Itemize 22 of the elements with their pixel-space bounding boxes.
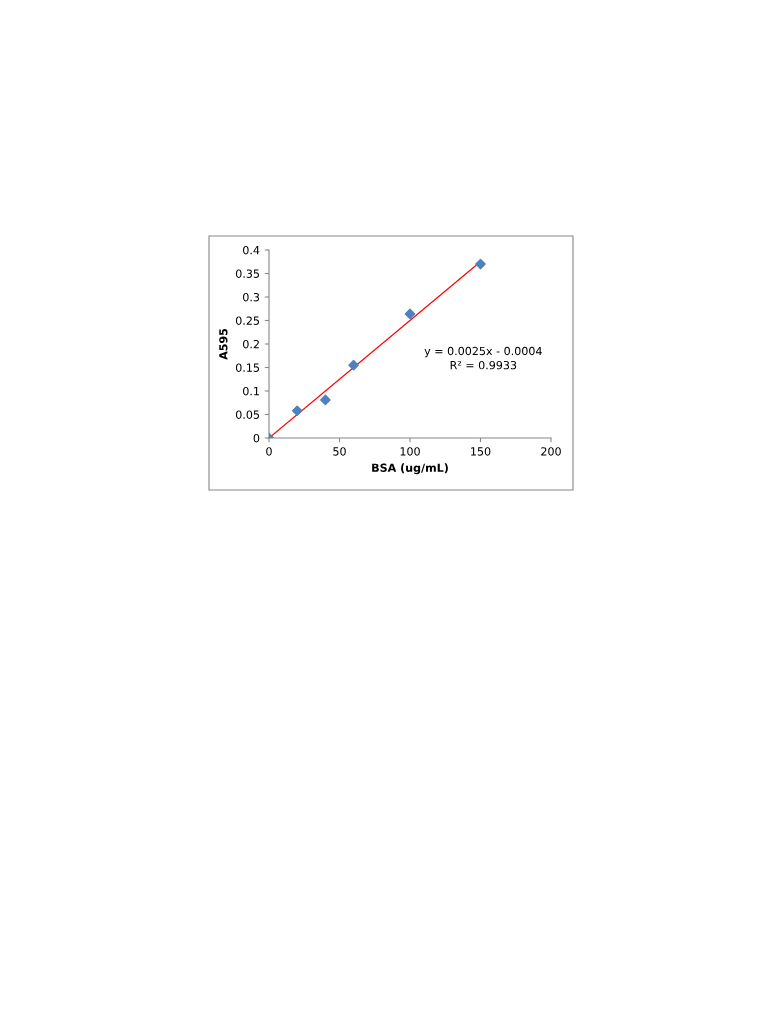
y-tick-label: 0.4 (243, 245, 260, 255)
x-tick-label: 50 (333, 447, 346, 456)
y-axis-title: A595 (219, 328, 228, 360)
y-tick-label: 0.15 (235, 363, 259, 372)
x-tick-label: 200 (541, 447, 561, 456)
y-tick-label: 0 (253, 433, 260, 443)
x-axis-title: BSA (ug/mL) (372, 463, 448, 475)
annotation: y = 0.0025x - 0.0004 R² = 0.9933 (424, 346, 542, 370)
y-tick-label: 0.2 (243, 339, 259, 349)
y-tick-label: 0.35 (235, 269, 259, 278)
y-tick-label: 0.3 (243, 292, 260, 302)
point (320, 394, 331, 406)
x-tick-label: 0 (266, 447, 272, 456)
y-tick-label: 0.05 (235, 410, 259, 419)
point (291, 405, 303, 417)
x-tick-label: 100 (400, 447, 420, 456)
y-tick-label: 0.25 (235, 316, 259, 325)
x-tick-label: 150 (471, 447, 491, 456)
point (348, 359, 359, 371)
point (475, 258, 486, 270)
point (404, 308, 416, 320)
y-tick-label: 0.1 (243, 386, 259, 396)
